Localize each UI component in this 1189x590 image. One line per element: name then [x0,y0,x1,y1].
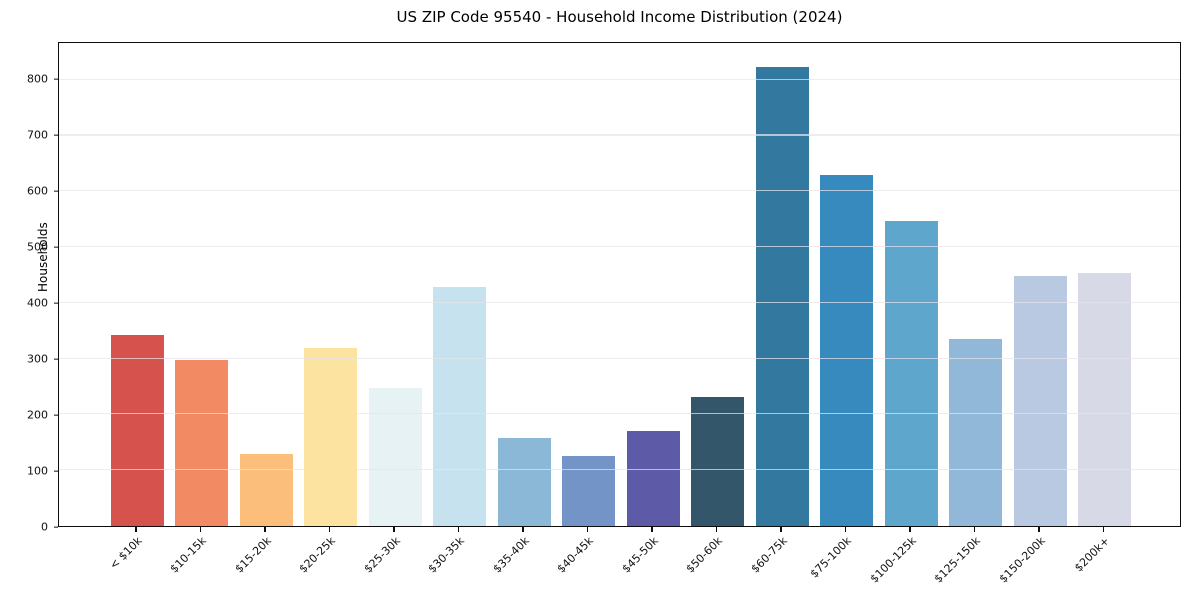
bar-2 [175,360,228,526]
y-tick-label-800: 800 [27,72,48,86]
x-tick-label-6: $30-35k [425,534,467,576]
x-tick-2 [199,527,202,532]
bar-16 [1078,273,1131,526]
y-tick-300 [53,358,58,360]
plot-area [58,42,1181,527]
x-tick-15 [1038,527,1040,532]
bar-14 [949,339,1002,526]
y-tick-700 [53,134,58,136]
y-tick-800 [53,78,58,80]
x-tick-label-5: $25-30k [361,534,403,576]
y-tick-label-200: 200 [27,408,48,422]
x-tick-1 [135,527,137,532]
bars-layer [59,43,1180,526]
y-tick-600 [53,190,58,192]
bar-11 [755,66,809,526]
chart-title: US ZIP Code 95540 - Household Income Dis… [396,8,843,26]
y-tick-200 [53,414,58,416]
x-tick-6 [457,527,460,532]
x-axis: < $10k $10-15k $15-20k $20-25k $25-30k $30-35… [58,527,1181,590]
x-tick-label-13: $100-125k [867,534,919,586]
x-tick-3 [264,527,266,532]
y-tick-label-100: 100 [27,464,48,478]
y-tick-label-0: 0 [41,520,48,534]
x-tick-8 [586,527,589,532]
x-tick-label-7: $35-40k [490,534,532,576]
x-tick-7 [522,527,524,532]
x-tick-label-15: $150-200k [996,534,1048,586]
x-tick-12 [844,527,847,532]
y-tick-100 [53,470,58,472]
x-tick-16 [1102,527,1105,532]
bar-6 [433,287,486,526]
y-tick-label-500: 500 [27,240,48,254]
y-tick-label-700: 700 [27,128,48,142]
x-tick-9 [651,527,653,532]
y-tick-400 [53,302,58,304]
x-tick-label-12: $75-100k [807,534,854,581]
bar-15 [1013,276,1067,526]
x-tick-label-9: $45-50k [619,534,661,576]
bar-12 [820,175,873,526]
y-tick-0 [53,526,58,528]
bar-7 [497,438,551,526]
x-tick-5 [393,527,395,532]
bar-4 [304,348,357,526]
bar-3 [239,453,293,526]
bar-5 [368,387,422,526]
x-tick-label-1: < $10k [106,534,145,572]
x-tick-label-8: $40-45k [554,534,596,576]
x-tick-14 [973,527,976,532]
bar-8 [562,455,615,526]
x-tick-10 [715,527,718,532]
bar-9 [626,431,680,526]
x-tick-13 [909,527,911,532]
x-tick-label-16: $200k+ [1071,534,1112,575]
x-tick-label-11: $60-75k [748,534,790,576]
y-tick-label-300: 300 [27,352,48,366]
y-axis: 0 100 200 300 400 500 600 700 800 [0,42,58,533]
y-tick-label-600: 600 [27,184,48,198]
x-tick-4 [328,527,331,532]
x-tick-label-2: $10-15k [167,534,209,576]
y-tick-500 [53,246,58,248]
x-tick-label-4: $20-25k [296,534,338,576]
x-tick-label-14: $125-150k [931,534,983,586]
bar-13 [884,221,938,526]
x-tick-11 [780,527,782,532]
x-tick-label-10: $50-60k [683,534,725,576]
bar-1 [110,335,164,526]
x-tick-label-3: $15-20k [232,534,274,576]
bar-10 [691,396,744,526]
y-tick-label-400: 400 [27,296,48,310]
